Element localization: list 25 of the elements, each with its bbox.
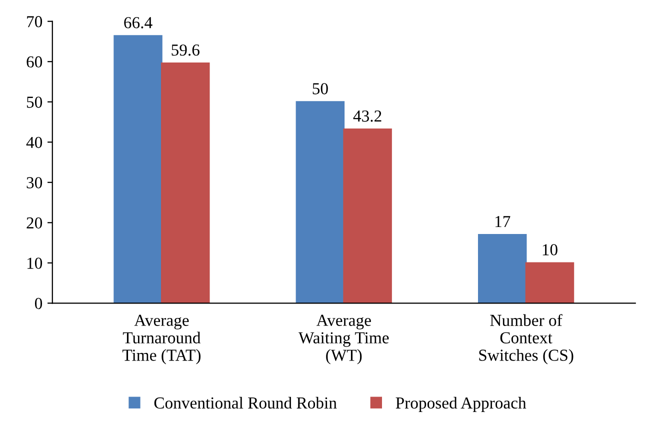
y-tick-label: 0 <box>34 298 42 310</box>
data-label: 59.6 <box>172 44 200 56</box>
bar <box>525 262 574 304</box>
x-tick-label: Average Turnaround Time (TAT) <box>122 314 201 364</box>
y-tick-label: 20 <box>26 217 42 229</box>
x-tick-label: Number of Context Switches (CS) <box>479 314 574 364</box>
data-label: 17 <box>495 216 510 228</box>
bar <box>296 101 345 304</box>
x-tick-label: Average Waiting Time (WT) <box>298 314 389 364</box>
bar <box>114 35 162 304</box>
legend-label: Conventional Round Robin <box>154 396 337 409</box>
y-tick-label: 40 <box>26 136 42 148</box>
data-label: 43.2 <box>353 110 382 122</box>
y-tick-label: 10 <box>27 258 42 269</box>
data-label: 10 <box>542 244 558 256</box>
bar <box>478 234 527 304</box>
y-tick-label: 60 <box>26 56 42 68</box>
data-label: 66.4 <box>124 17 152 28</box>
y-tick-label: 30 <box>26 177 42 188</box>
y-tick-label: 50 <box>26 96 42 108</box>
bar <box>161 62 210 304</box>
bar <box>343 128 392 304</box>
y-tick-label: 70 <box>27 16 42 28</box>
legend-label: Proposed Approach <box>396 396 526 412</box>
data-label: 50 <box>312 83 328 94</box>
